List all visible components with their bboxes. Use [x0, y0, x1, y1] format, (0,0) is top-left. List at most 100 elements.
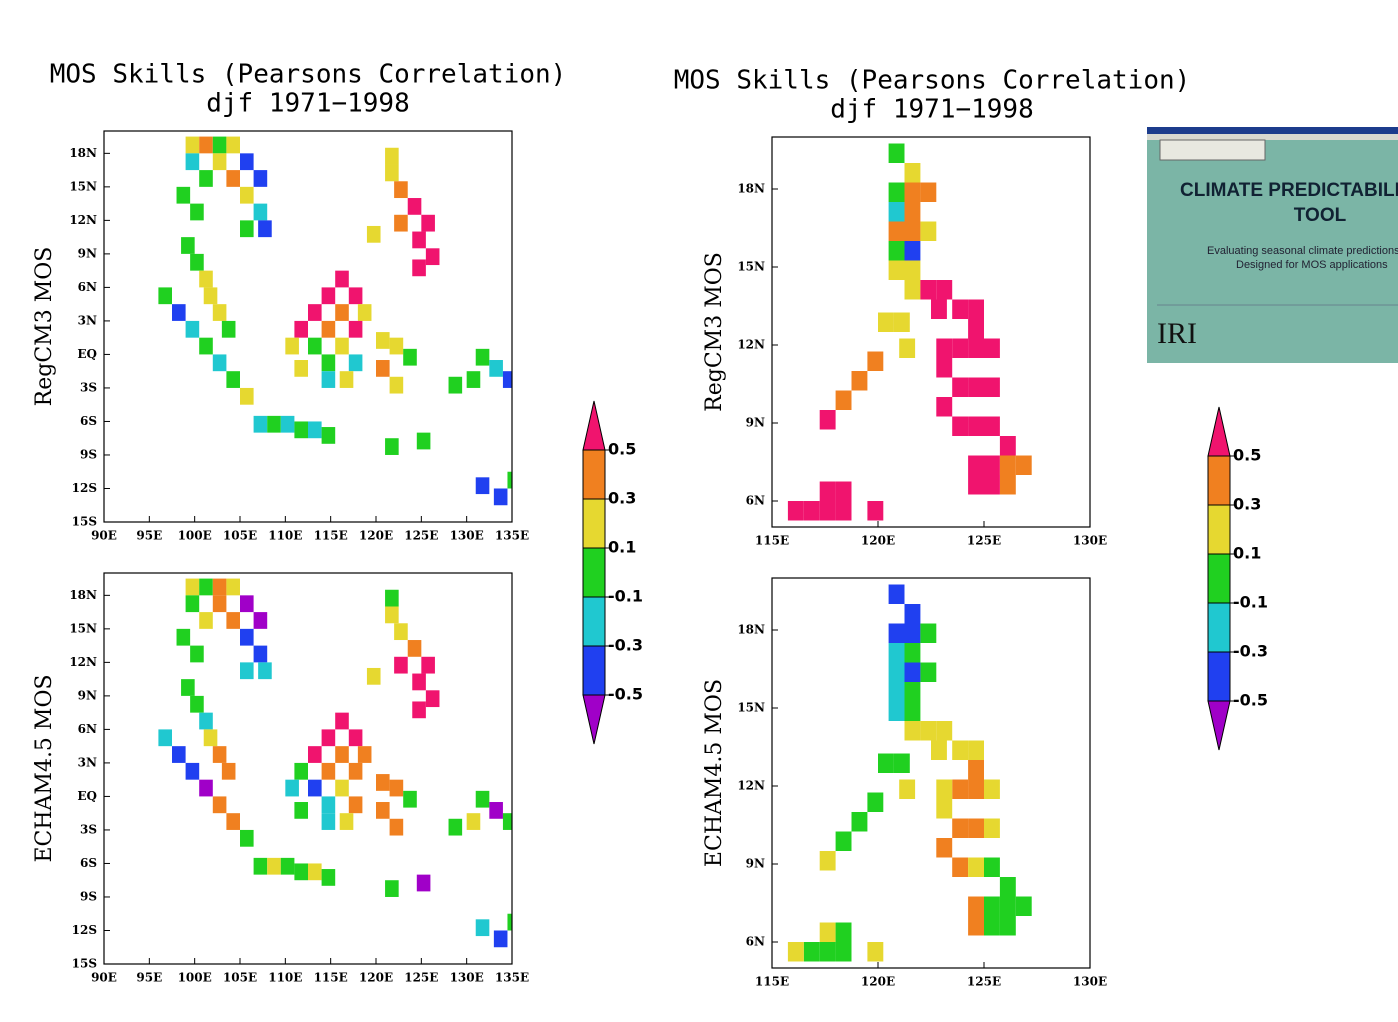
- skill-cell: [348, 762, 363, 780]
- x-tick-label: 125E: [404, 529, 438, 543]
- skill-cell: [376, 360, 390, 377]
- map-label: RegCM3 MOS: [32, 247, 57, 407]
- x-tick-label: 90E: [91, 971, 117, 985]
- x-tick-label: 120E: [861, 975, 895, 989]
- skill-cell: [212, 796, 227, 814]
- skill-cell: [968, 319, 984, 339]
- x-tick-label: 115E: [755, 975, 789, 989]
- colorbar-label: -0.5: [1233, 691, 1268, 710]
- x-tick-label: 125E: [967, 975, 1001, 989]
- skill-cell: [936, 721, 953, 741]
- colorbar-label: 0.5: [1233, 446, 1261, 465]
- skill-cell: [212, 354, 227, 372]
- y-tick-label: 9S: [80, 889, 97, 903]
- skill-cell: [936, 358, 953, 378]
- skill-cell: [240, 662, 254, 680]
- map-panel: 115E 120E 125E 130E 6N 9N 12N 15N 18N RegCM3 MOS: [702, 136, 1107, 548]
- skill-cell: [267, 857, 281, 875]
- x-tick-label: 135E: [495, 529, 529, 543]
- y-tick-label: 3N: [78, 313, 97, 327]
- colorbar-bin: [1207, 553, 1231, 604]
- skill-cell: [348, 796, 363, 814]
- skill-cell: [185, 153, 200, 171]
- x-tick-label: 95E: [136, 971, 162, 985]
- skill-cell: [803, 942, 820, 962]
- skill-cell: [321, 320, 336, 338]
- y-tick-label: 6S: [80, 856, 97, 870]
- skill-cell: [835, 501, 852, 521]
- skill-cell: [412, 673, 426, 691]
- skill-cell: [493, 930, 508, 948]
- skill-cell: [339, 371, 354, 388]
- skill-cell: [952, 299, 969, 319]
- skill-cell: [904, 241, 921, 261]
- colorbar-bin: [1207, 504, 1231, 555]
- y-tick-label: 18N: [737, 623, 765, 637]
- colorbar: -0.5 -0.3 -0.1 0.1 0.3 0.5: [1207, 406, 1268, 751]
- skill-cell: [920, 721, 937, 741]
- skill-cell: [199, 612, 213, 629]
- skill-cell: [936, 799, 953, 819]
- inset-title: CLIMATE PREDICTABILITY: [1180, 180, 1398, 201]
- colorbar-label: 0.3: [1233, 495, 1261, 514]
- skill-cell: [385, 589, 399, 607]
- y-tick-label: 3N: [78, 755, 97, 769]
- skill-cell: [493, 488, 508, 506]
- inset-title: TOOL: [1294, 205, 1347, 226]
- colorbar-label: -0.3: [608, 636, 643, 655]
- skill-cell: [190, 695, 204, 713]
- skill-cell: [385, 164, 399, 182]
- skill-cell: [968, 416, 984, 436]
- skill-cell: [389, 376, 404, 394]
- skill-cell: [984, 779, 1000, 799]
- figure-title: MOS Skills (Pearsons Correlation): [50, 60, 567, 90]
- skill-cell: [385, 606, 399, 624]
- skill-cell: [185, 595, 200, 613]
- skill-cell: [893, 312, 910, 332]
- skill-cell: [308, 337, 322, 355]
- skill-cell: [203, 287, 218, 305]
- skill-cell: [984, 455, 1000, 475]
- skill-cell: [819, 410, 836, 430]
- skill-cell: [321, 796, 336, 814]
- skill-cell: [294, 421, 308, 439]
- skill-cell: [253, 170, 268, 187]
- skill-cell: [984, 475, 1000, 495]
- skill-cell: [904, 221, 921, 241]
- skill-cell: [952, 377, 969, 397]
- skill-cell: [888, 682, 905, 702]
- inset-menu: [1159, 139, 1266, 161]
- x-tick-label: 110E: [268, 529, 302, 543]
- skill-cell: [904, 163, 921, 183]
- skill-cell: [199, 337, 213, 355]
- skill-cell: [421, 214, 435, 232]
- skill-cell: [888, 241, 905, 261]
- skill-cell: [294, 762, 308, 780]
- skill-cell: [475, 348, 490, 366]
- skill-cell: [348, 729, 363, 747]
- skill-cell: [835, 922, 852, 942]
- skill-cell: [968, 916, 984, 936]
- skill-cell: [920, 182, 937, 202]
- skill-cell: [253, 203, 268, 221]
- skill-cell: [321, 729, 336, 747]
- skill-cell: [984, 818, 1000, 838]
- skill-cell: [984, 857, 1000, 877]
- skill-cell: [936, 280, 953, 300]
- x-tick-label: 95E: [136, 529, 162, 543]
- y-tick-label: 9S: [80, 447, 97, 461]
- y-tick-label: 6N: [78, 280, 97, 294]
- skill-cell: [176, 186, 191, 204]
- skill-cell: [240, 628, 254, 646]
- skill-cell: [389, 779, 404, 797]
- skill-cell: [984, 377, 1000, 397]
- y-tick-label: 12S: [72, 481, 97, 495]
- skill-cell: [984, 338, 1000, 358]
- colorbar-label: -0.1: [608, 587, 643, 606]
- y-tick-label: 9N: [78, 688, 97, 702]
- colorbar-label: -0.5: [608, 685, 643, 704]
- skill-cell: [984, 416, 1000, 436]
- skill-cell: [888, 701, 905, 721]
- map-panel: 90E 95E 100E 105E 110E 115E 120E 125E 130E 135E 18…: [32, 130, 529, 543]
- skill-cell: [172, 304, 186, 321]
